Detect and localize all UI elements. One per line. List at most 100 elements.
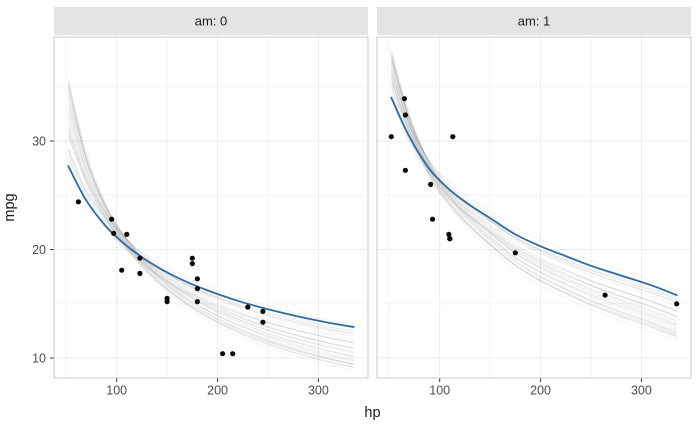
bootstrap-curves-layer bbox=[67, 47, 677, 371]
bootstrap-curve bbox=[390, 99, 677, 303]
bootstrap-curve bbox=[67, 89, 354, 362]
bootstrap-curve bbox=[67, 135, 354, 337]
data-point bbox=[119, 267, 125, 273]
panel-border bbox=[53, 36, 369, 379]
y-tick-label: 10 bbox=[32, 352, 46, 366]
facet-strip-am1 bbox=[377, 7, 691, 35]
bootstrap-curve bbox=[390, 47, 677, 333]
data-point bbox=[401, 96, 407, 102]
bootstrap-curve bbox=[67, 122, 354, 357]
bootstrap-curve bbox=[67, 151, 354, 334]
data-point bbox=[137, 270, 143, 276]
bootstrap-curve bbox=[67, 87, 354, 365]
bootstrap-curve bbox=[67, 129, 354, 349]
x-tick-label: 100 bbox=[429, 384, 450, 398]
x-tick-label: 300 bbox=[631, 384, 652, 398]
fit-curve bbox=[390, 96, 678, 296]
data-point bbox=[447, 236, 453, 242]
bootstrap-curve bbox=[67, 95, 354, 357]
data-point bbox=[428, 181, 434, 187]
bootstrap-curve bbox=[390, 70, 677, 318]
bootstrap-curve bbox=[67, 92, 354, 361]
data-point bbox=[402, 167, 408, 173]
bootstrap-curve bbox=[67, 103, 354, 365]
bootstrap-curve bbox=[390, 63, 677, 318]
data-point bbox=[194, 276, 200, 282]
bootstrap-curve bbox=[390, 56, 677, 329]
gridlines-layer bbox=[54, 37, 691, 378]
bootstrap-curve bbox=[67, 135, 354, 349]
bootstrap-curve bbox=[390, 97, 677, 311]
bootstrap-curve bbox=[390, 71, 677, 312]
data-point bbox=[260, 308, 266, 314]
bootstrap-curve bbox=[67, 81, 354, 365]
panel-background bbox=[54, 37, 368, 378]
bootstrap-curve bbox=[67, 126, 354, 352]
bootstrap-curve bbox=[67, 84, 354, 368]
facet-strip-am0 bbox=[54, 7, 368, 35]
bootstrap-curve bbox=[67, 112, 354, 350]
bootstrap-curve bbox=[67, 148, 354, 336]
facet-strip-label-am1: am: 1 bbox=[518, 14, 551, 29]
bootstrap-curve bbox=[67, 121, 354, 349]
x-tick-label: 100 bbox=[106, 384, 127, 398]
bootstrap-curve bbox=[390, 68, 677, 335]
x-tick-label: 300 bbox=[308, 384, 329, 398]
bootstrap-curve bbox=[67, 155, 354, 343]
bootstrap-curve bbox=[390, 82, 677, 299]
y-tick-label: 30 bbox=[32, 135, 46, 149]
bootstrap-curve bbox=[390, 53, 677, 330]
bootstrap-curve bbox=[390, 73, 677, 307]
facet-strip-label-am0: am: 0 bbox=[195, 14, 228, 29]
data-point bbox=[450, 134, 456, 140]
bootstrap-curve bbox=[390, 73, 677, 332]
x-tick-label: 200 bbox=[207, 384, 228, 398]
bootstrap-curve bbox=[390, 92, 677, 312]
bootstrap-curve bbox=[67, 96, 354, 366]
bootstrap-curve bbox=[67, 155, 354, 326]
data-point bbox=[220, 351, 226, 357]
data-point bbox=[674, 301, 680, 307]
data-point bbox=[512, 250, 518, 256]
data-point bbox=[602, 292, 608, 298]
data-point bbox=[75, 199, 81, 205]
data-point bbox=[245, 304, 251, 310]
bootstrap-curve bbox=[390, 54, 677, 338]
bootstrap-curve bbox=[67, 78, 354, 365]
bootstrap-curve bbox=[67, 83, 354, 371]
data-point bbox=[402, 112, 408, 118]
bootstrap-curve bbox=[67, 100, 354, 357]
data-point bbox=[388, 134, 394, 140]
panels-layer bbox=[54, 37, 691, 378]
data-point bbox=[111, 230, 117, 236]
bootstrap-curve bbox=[390, 98, 677, 300]
data-point bbox=[446, 231, 452, 237]
bootstrap-curve bbox=[390, 63, 677, 336]
data-point bbox=[109, 216, 115, 222]
data-point bbox=[230, 351, 236, 357]
data-point bbox=[189, 261, 195, 267]
x-tick-label: 200 bbox=[530, 384, 551, 398]
data-point bbox=[137, 255, 143, 261]
bootstrap-curve bbox=[67, 130, 354, 340]
data-point bbox=[194, 299, 200, 305]
panel-borders-layer bbox=[53, 36, 692, 379]
axes-layer: 100 200 300 10 20 30 100 200 300 bbox=[32, 135, 652, 398]
bootstrap-curve bbox=[67, 104, 354, 354]
bootstrap-curve bbox=[390, 59, 677, 337]
bootstrap-curve bbox=[67, 112, 354, 362]
bootstrap-curve bbox=[67, 86, 354, 369]
bootstrap-curve bbox=[390, 87, 677, 291]
bootstrap-curve bbox=[390, 88, 677, 302]
bootstrap-curve bbox=[67, 158, 354, 332]
panel-border bbox=[376, 36, 692, 379]
panel-background bbox=[377, 37, 691, 378]
bootstrap-curve bbox=[390, 78, 677, 326]
fit-curve bbox=[67, 165, 355, 328]
bootstrap-curve bbox=[67, 116, 354, 353]
data-point bbox=[260, 319, 266, 325]
y-axis-title: mpg bbox=[2, 193, 18, 221]
bootstrap-curve bbox=[390, 58, 677, 342]
data-point bbox=[124, 231, 130, 237]
